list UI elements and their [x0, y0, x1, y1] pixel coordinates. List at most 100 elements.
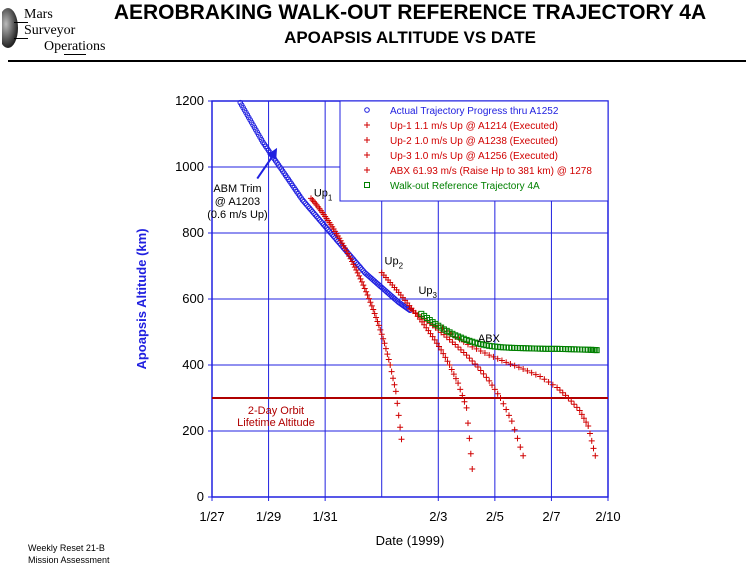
series-4-marker-7-0 — [554, 384, 561, 391]
y-tick-label-3: 600 — [182, 291, 204, 306]
series-2-marker-9-3 — [461, 398, 468, 405]
series-2-marker-7-2 — [442, 354, 449, 361]
legend-label-5: Walk-out Reference Trajectory 4A — [390, 181, 540, 192]
series-4-marker-6-2 — [545, 378, 552, 385]
legend-label-4: ABX 61.93 m/s (Raise Hp to 381 km) @ 127… — [390, 166, 592, 177]
logo-line-mars: Mars — [24, 7, 53, 22]
series-2-marker-9-0 — [455, 380, 462, 387]
y-tick-label-4: 800 — [182, 225, 204, 240]
series-1-marker-8-1 — [354, 269, 361, 276]
series-4-marker-4-3 — [515, 364, 522, 371]
annotation-4: Up2 — [385, 255, 404, 270]
annotation-3: Up1 — [314, 188, 333, 203]
series-2-marker-6-3 — [435, 343, 442, 350]
footer-line-2: Mission Assessment — [28, 555, 110, 565]
series-0-marker-14-0 — [316, 217, 323, 223]
x-tick-label-4: 2/5 — [486, 509, 504, 524]
series-4-marker-7-3 — [562, 392, 569, 399]
series-4-marker-6-1 — [541, 376, 548, 383]
annotation-6: ABX — [478, 333, 501, 345]
legend-marker-5 — [364, 182, 370, 188]
series-3-marker-5-2 — [469, 358, 476, 365]
series-4-marker-3-0 — [486, 352, 493, 359]
series-0-marker-13-0 — [311, 210, 317, 216]
series-3-marker-8-3 — [506, 412, 512, 419]
lifetime-label-1: 2-Day Orbit — [248, 405, 304, 417]
y-axis-label: Apoapsis Altitude (km) — [134, 228, 149, 369]
series-0-marker-12-0 — [305, 203, 311, 210]
series-4-marker-last — [592, 452, 599, 459]
series-1-marker-12-1 — [377, 326, 384, 333]
series-2-marker-6-0 — [429, 333, 436, 340]
series-3-marker-last — [520, 452, 527, 459]
series-1-marker-10-3 — [368, 302, 375, 309]
annotation-5: Up3 — [418, 285, 437, 300]
series-3-marker-4-3 — [460, 349, 467, 356]
series-4-marker-9-1 — [578, 411, 585, 418]
series-4-marker-6-3 — [549, 381, 556, 388]
series-0-marker-16-1 — [329, 231, 336, 238]
series-0-marker-11-0 — [299, 197, 306, 203]
x-tick-label-3: 2/3 — [429, 509, 447, 524]
series-4-marker-4-0 — [503, 359, 510, 366]
mars-surveyor-logo: Mars Surveyor Operations — [2, 2, 122, 58]
mars-globe-icon — [2, 8, 18, 48]
series-0-marker-11-3 — [303, 202, 310, 208]
series-4-marker-9-0 — [576, 407, 583, 414]
series-1-marker-14-2 — [390, 375, 397, 382]
series-4-marker-5-1 — [524, 367, 531, 374]
series-4-marker-2-3 — [481, 350, 488, 357]
x-axis-label: Date (1999) — [376, 533, 445, 548]
series-1-marker-14-0 — [387, 362, 394, 368]
series-3-marker-4-1 — [455, 344, 462, 351]
series-1-marker-last — [398, 436, 405, 443]
y-tick-label-6: 1200 — [175, 93, 204, 108]
series-2-marker-9-2 — [459, 392, 466, 399]
series-3-marker-7-2 — [491, 386, 498, 393]
x-tick-label-5: 2/7 — [542, 509, 560, 524]
series-4-marker-8-2 — [571, 401, 578, 408]
series-2-marker-last — [469, 465, 476, 472]
series-3-marker-9-3 — [517, 444, 524, 451]
abm-trim-arrow — [256, 153, 276, 180]
series-1-marker-14-1 — [388, 368, 395, 375]
legend-marker-3 — [364, 152, 370, 158]
series-1-marker-10-0 — [364, 292, 371, 299]
series-1-marker-6-0 — [341, 245, 348, 252]
series-4-marker-2-1 — [473, 345, 480, 352]
series-4-marker-5-0 — [520, 365, 527, 372]
series-3-marker-7-3 — [494, 390, 501, 397]
legend-box — [339, 100, 609, 202]
x-tick-label-1: 1/29 — [256, 509, 281, 524]
series-3-marker-9-2 — [514, 435, 521, 442]
x-tick-label-6: 2/10 — [595, 509, 620, 524]
series-1-marker-8-2 — [356, 272, 363, 279]
series-0-marker-14-2 — [319, 220, 326, 226]
series-3-marker-6-2 — [480, 370, 487, 377]
series-0-marker-21-0 — [356, 263, 362, 269]
series-4-marker-10-3 — [590, 445, 597, 452]
series-1-marker-8-0 — [353, 266, 360, 273]
series-0-marker-16-0 — [328, 230, 334, 236]
series-1-marker-6-2 — [344, 250, 351, 257]
page-title: AEROBRAKING WALK-OUT REFERENCE TRAJECTOR… — [113, 1, 707, 24]
series-4-marker-3-1 — [490, 353, 497, 360]
series-4-marker-4-1 — [507, 361, 514, 368]
series-1-marker-9-1 — [360, 282, 367, 289]
series-1-marker-15-1 — [394, 400, 401, 407]
series-1-marker-7-2 — [350, 261, 357, 268]
series-2-marker-6-1 — [431, 336, 438, 343]
series-2-marker-10-1 — [464, 420, 471, 427]
series-4-marker-10-1 — [586, 430, 593, 437]
series-2-marker-8-0 — [446, 362, 453, 368]
y-tick-label-1: 200 — [182, 423, 204, 438]
annotation-1: @ A1203 — [215, 196, 260, 208]
series-2-marker-7-3 — [444, 358, 451, 365]
legend-label-0: Actual Trajectory Progress thru A1252 — [390, 106, 559, 117]
series-3-marker-6-3 — [483, 374, 490, 381]
series-1-marker-13-2 — [384, 351, 391, 358]
series-2-marker-7-0 — [438, 346, 445, 353]
series-0-marker-11-1 — [301, 198, 307, 205]
series-4-marker-2-2 — [477, 347, 484, 354]
series-2-marker-10-3 — [467, 450, 474, 457]
